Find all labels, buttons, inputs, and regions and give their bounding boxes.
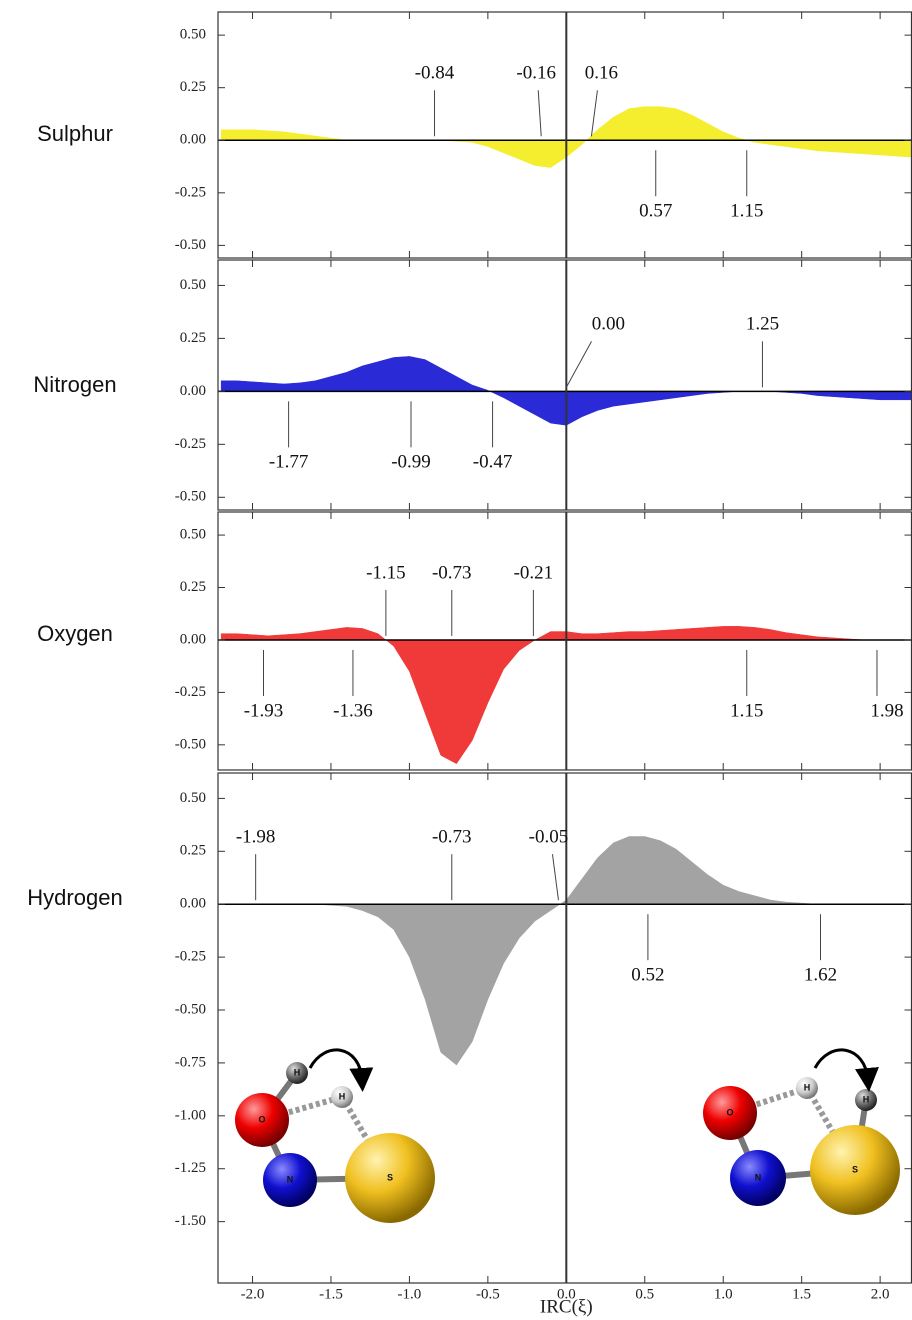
annotation: -1.93 <box>244 700 284 721</box>
reaction-arrow <box>310 1050 362 1080</box>
annotation: 1.15 <box>730 700 763 721</box>
y-tick-label: 0.25 <box>180 843 206 859</box>
annotation-leader <box>552 854 558 900</box>
x-tick-label: -1.0 <box>398 1286 422 1302</box>
annotation: 0.52 <box>631 965 664 986</box>
annotation: -1.36 <box>333 700 373 721</box>
annotation: -0.73 <box>432 827 472 848</box>
y-tick-label: 0.50 <box>180 27 206 43</box>
y-tick-label: 0.50 <box>180 790 206 806</box>
annotation-leader <box>591 90 597 136</box>
x-axis-label: IRC(ξ) <box>540 1296 593 1317</box>
x-tick-label: -1.5 <box>319 1286 343 1302</box>
atom-label: O <box>258 1114 265 1124</box>
y-tick-label: 0.25 <box>180 79 206 95</box>
atom-label: S <box>387 1172 393 1182</box>
atom-label: H <box>804 1082 811 1092</box>
panel-title: Hydrogen <box>27 885 122 910</box>
panel-title: Nitrogen <box>33 372 116 397</box>
annotation: -0.05 <box>529 827 569 848</box>
panel-title: Oxygen <box>37 621 113 646</box>
annotation: -0.73 <box>432 562 472 583</box>
plot-frame <box>218 512 912 770</box>
x-tick-label: 2.0 <box>871 1286 890 1302</box>
y-tick-label: -0.75 <box>175 1054 206 1070</box>
y-tick-label: 0.25 <box>180 579 206 595</box>
y-tick-label: 0.00 <box>180 132 206 148</box>
annotation: -0.21 <box>514 562 554 583</box>
plot-frame <box>218 773 912 1283</box>
x-tick-label: 1.0 <box>714 1286 733 1302</box>
x-tick-label: -0.5 <box>476 1286 500 1302</box>
annotation-leader <box>566 341 591 387</box>
y-tick-label: -0.50 <box>175 736 206 752</box>
y-tick-label: -0.25 <box>175 949 206 965</box>
page: {"chart_data": [ {"type": "area", "title… <box>0 0 912 1320</box>
y-tick-label: -1.25 <box>175 1160 206 1176</box>
molecule: O H H N S <box>703 1077 900 1215</box>
atom-label: H <box>863 1094 870 1104</box>
y-tick-label: -0.25 <box>175 684 206 700</box>
y-tick-label: -0.25 <box>175 184 206 200</box>
y-tick-label: 0.00 <box>180 383 206 399</box>
atom-label: S <box>852 1164 858 1174</box>
molecule: O H H N S <box>235 1062 435 1223</box>
y-tick-label: -1.00 <box>175 1107 206 1123</box>
y-tick-label: 0.25 <box>180 330 206 346</box>
figure: 0.50 0.25 0.00 -0.25 -0.50 Sulphur -0.84 -0.16 0… <box>0 0 912 1320</box>
annotation: 0.16 <box>585 63 618 84</box>
y-tick-label: -0.50 <box>175 489 206 505</box>
x-tick-label: -2.0 <box>241 1286 265 1302</box>
annotation: 1.25 <box>746 314 779 335</box>
annotation: -0.16 <box>516 63 556 84</box>
atom-label: O <box>726 1107 733 1117</box>
y-tick-label: -1.50 <box>175 1213 206 1229</box>
x-tick-label: 0.5 <box>635 1286 654 1302</box>
y-tick-label: 0.50 <box>180 277 206 293</box>
reaction-arrow <box>815 1050 868 1080</box>
annotation: 1.98 <box>870 700 903 721</box>
y-tick-label: 0.00 <box>180 896 206 912</box>
atom-label: H <box>339 1091 346 1101</box>
annotation: -0.99 <box>391 452 431 473</box>
plot-frame <box>218 12 912 258</box>
annotation: 1.15 <box>730 201 763 222</box>
atom-label: N <box>287 1174 294 1184</box>
y-tick-label: 0.50 <box>180 527 206 543</box>
annotation-leader <box>538 90 541 136</box>
atom-label: H <box>294 1067 301 1077</box>
atom-label: N <box>755 1172 762 1182</box>
annotation: -0.47 <box>473 452 513 473</box>
x-tick-label: 1.5 <box>792 1286 811 1302</box>
annotation: 1.62 <box>804 965 837 986</box>
annotation: 0.00 <box>592 314 625 335</box>
y-tick-label: -0.50 <box>175 1001 206 1017</box>
annotation: -1.77 <box>269 452 309 473</box>
annotation: -1.98 <box>236 827 276 848</box>
annotation: 0.57 <box>639 201 672 222</box>
y-tick-label: -0.50 <box>175 237 206 253</box>
panel-title: Sulphur <box>37 121 113 146</box>
annotation: -0.84 <box>415 63 455 84</box>
y-tick-label: -0.25 <box>175 436 206 452</box>
y-tick-label: 0.00 <box>180 631 206 647</box>
annotation: -1.15 <box>366 562 406 583</box>
